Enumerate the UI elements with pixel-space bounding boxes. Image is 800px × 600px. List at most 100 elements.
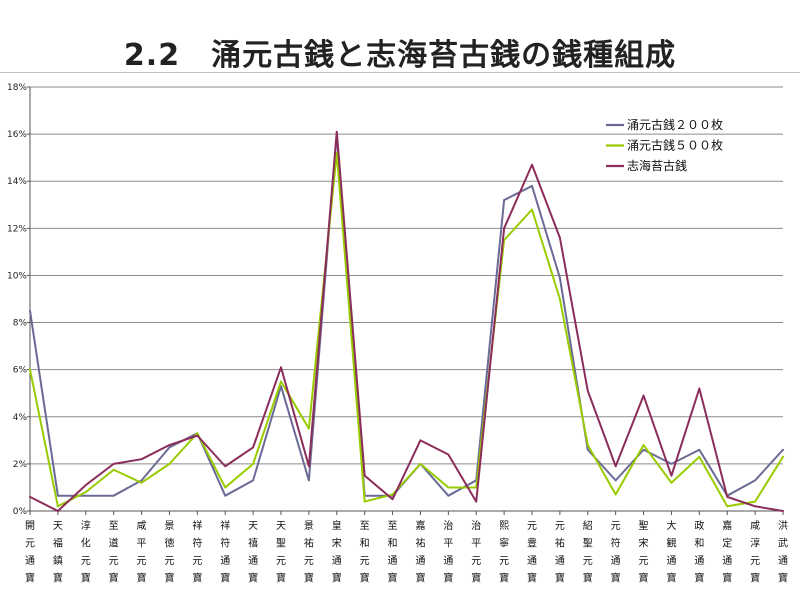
data-point <box>224 486 227 489</box>
data-point <box>391 498 394 501</box>
data-point <box>503 199 505 201</box>
category-label: 紹聖元寶 <box>583 519 593 585</box>
data-point <box>196 432 199 435</box>
title-divider <box>0 72 800 73</box>
category-label: 祥符通寶 <box>220 519 230 585</box>
series-line <box>29 151 784 508</box>
category-label: 洪武通寶 <box>778 520 788 585</box>
data-point <box>224 465 227 468</box>
data-point <box>335 152 338 154</box>
data-point <box>29 309 31 312</box>
data-point <box>252 479 254 482</box>
data-point <box>224 494 227 497</box>
y-tick-label: 4% <box>13 413 28 423</box>
legend-label: 涌元古銭５００枚 <box>627 138 723 153</box>
series-2 <box>29 151 784 508</box>
data-point <box>140 481 143 484</box>
category-label: 祥符元寶 <box>192 519 202 585</box>
data-point <box>698 387 701 390</box>
data-point <box>586 444 589 446</box>
data-point <box>698 448 701 451</box>
series-1 <box>29 133 784 497</box>
data-point <box>391 493 394 496</box>
category-label: 景徳元寶 <box>164 520 174 585</box>
data-point <box>726 505 729 508</box>
data-point <box>140 458 143 460</box>
data-point <box>559 298 561 300</box>
category-labels: 開元通寶 天福鎮寶 淳化元寶 至道元寶 咸平元寶 景徳元寶 祥符元寶 祥符通寶 天禧通寶 天聖元寶… <box>25 519 788 585</box>
data-point <box>586 448 589 451</box>
data-point <box>754 479 756 482</box>
y-tick-label: 2% <box>13 460 28 470</box>
data-point <box>112 468 115 471</box>
data-point <box>447 494 450 497</box>
category-label: 治平通寶 <box>443 519 453 585</box>
data-point <box>670 474 673 477</box>
y-tick-label: 12% <box>7 224 27 234</box>
category-label: 至和元寶 <box>360 520 370 585</box>
category-label: 天聖元寶 <box>276 521 286 585</box>
data-point <box>196 434 199 437</box>
category-label: 政和通寶 <box>694 519 704 585</box>
data-point <box>29 496 31 498</box>
data-point <box>531 208 533 211</box>
data-point <box>754 505 756 508</box>
data-point <box>586 390 589 392</box>
category-label: 淳化元寶 <box>81 519 91 585</box>
y-tick-label: 6% <box>13 366 28 376</box>
category-label: 熙寧元寶 <box>499 520 509 585</box>
data-point <box>531 185 533 187</box>
data-point <box>447 486 450 489</box>
category-label: 大観通寶 <box>666 519 676 585</box>
data-point <box>698 456 701 458</box>
data-point <box>168 463 171 465</box>
category-label: 聖宋元寶 <box>639 520 649 585</box>
data-point <box>308 465 310 468</box>
data-point <box>84 494 87 497</box>
data-point <box>252 463 254 465</box>
data-point <box>168 444 171 446</box>
category-label: 咸淳元寶 <box>750 520 760 585</box>
y-tick-label: 0% <box>13 507 28 517</box>
data-point <box>559 236 561 239</box>
data-point <box>57 510 59 512</box>
data-point <box>363 474 366 477</box>
y-tick-label: 8% <box>13 319 28 329</box>
data-point <box>726 496 729 498</box>
data-point <box>140 479 143 482</box>
data-point <box>670 463 673 465</box>
category-label: 至道元寶 <box>109 520 119 585</box>
y-tick-label: 18% <box>7 83 27 93</box>
legend-label: 涌元古銭２００枚 <box>627 117 723 132</box>
data-point <box>57 505 59 508</box>
data-point <box>84 484 87 486</box>
data-point <box>252 446 254 449</box>
data-point <box>112 463 115 465</box>
series-3 <box>29 130 784 512</box>
category-label: 至和通寶 <box>388 520 398 585</box>
category-label: 元符通寶 <box>611 521 621 585</box>
data-point <box>642 448 645 451</box>
category-label: 皇宋通寶 <box>332 519 342 585</box>
category-label: 景祐元寶 <box>304 520 314 585</box>
series-lines <box>29 130 784 512</box>
data-point <box>475 500 478 503</box>
data-point <box>363 500 366 503</box>
data-point <box>754 500 756 503</box>
category-label: 天禧通寶 <box>248 521 258 585</box>
data-point <box>614 493 617 496</box>
category-label: 治平元寶 <box>471 519 481 585</box>
legend-item: 涌元古銭５００枚 <box>606 138 723 153</box>
data-point <box>280 385 282 387</box>
data-point <box>29 368 31 371</box>
data-point <box>419 463 422 465</box>
data-point <box>503 227 505 230</box>
category-label: 開元通寶 <box>25 520 35 585</box>
data-point <box>112 494 115 497</box>
data-point <box>782 510 784 512</box>
category-label: 天福鎮寶 <box>53 521 63 585</box>
data-point <box>280 366 282 369</box>
data-point <box>335 130 338 133</box>
